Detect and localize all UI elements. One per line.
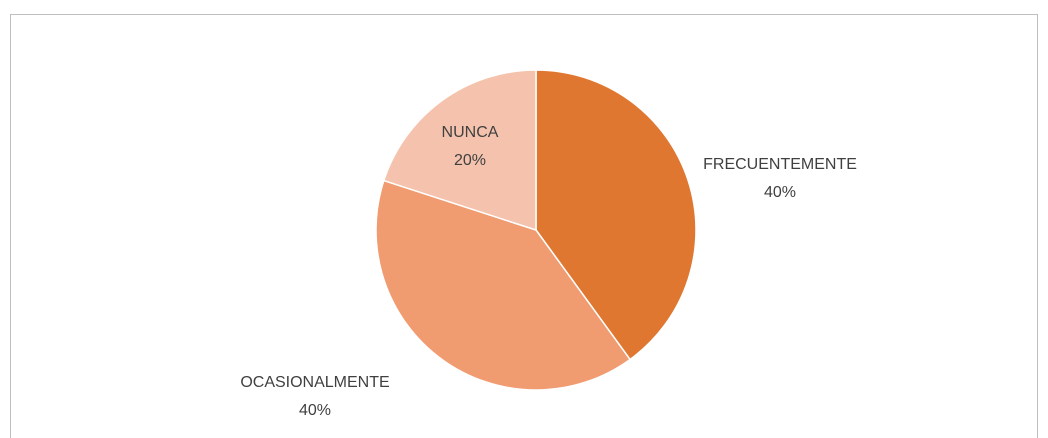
- slice-label-name: FRECUENTEMENTE: [703, 156, 857, 173]
- pie-slice: [535, 69, 697, 361]
- pie-slice: [375, 179, 632, 391]
- slice-label-value: 20%: [454, 152, 486, 169]
- pie-slice: [382, 69, 537, 232]
- chart-frame: [10, 14, 1038, 438]
- slice-label-name: OCASIONALMENTE: [240, 374, 389, 391]
- slice-label-value: 40%: [299, 402, 331, 419]
- slice-label-name: NUNCA: [442, 124, 499, 141]
- slice-label-value: 40%: [764, 184, 796, 201]
